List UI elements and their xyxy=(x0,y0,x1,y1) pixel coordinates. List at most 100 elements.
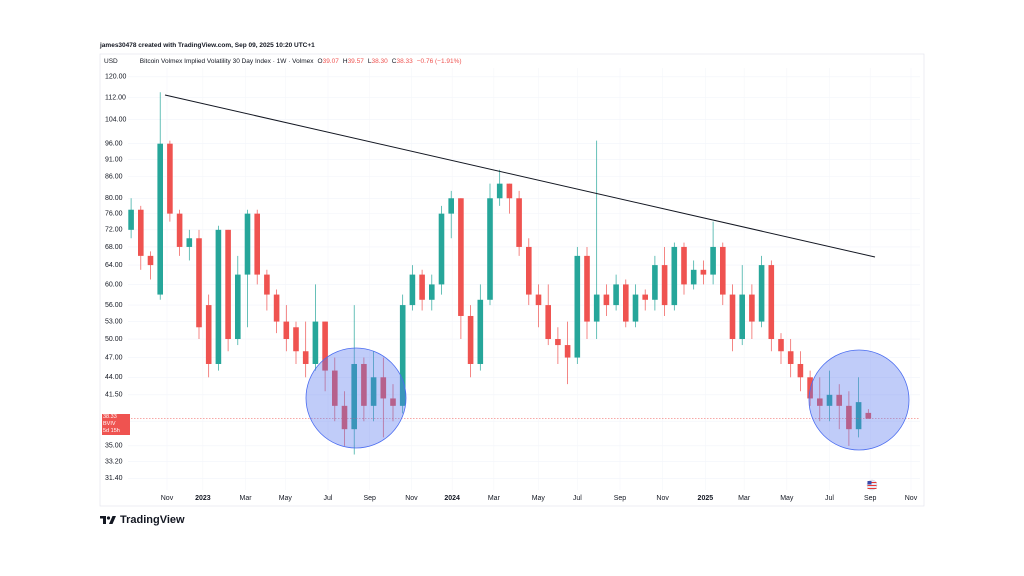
candle-body xyxy=(613,284,619,306)
legend-number: 38.33 xyxy=(396,58,413,65)
y-tick-label: 35.00 xyxy=(105,443,123,450)
candle-body xyxy=(797,363,804,378)
candle-body xyxy=(487,198,493,300)
y-tick-label: 112.00 xyxy=(105,94,126,101)
x-tick-label: Nov xyxy=(905,495,918,502)
x-tick-label: May xyxy=(279,495,293,502)
candle-body xyxy=(846,405,852,430)
candle-body xyxy=(758,265,765,322)
candle-body xyxy=(535,294,542,306)
candle-body xyxy=(865,412,872,419)
legend-key: L xyxy=(367,58,372,65)
candle-body xyxy=(428,284,435,300)
legend-number: 39.07 xyxy=(322,58,339,65)
legend-value: C38.33 xyxy=(392,58,413,65)
legend-number: 39.57 xyxy=(347,58,364,65)
candle-body xyxy=(593,294,600,322)
y-tick-label: 33.20 xyxy=(105,458,123,465)
y-tick-label: 96.00 xyxy=(105,141,123,148)
candle-body xyxy=(700,269,707,275)
legend-value: O39.07 xyxy=(318,58,339,65)
candle-body xyxy=(545,305,551,340)
y-tick-label: 64.00 xyxy=(105,262,123,269)
y-tick-label: 104.00 xyxy=(105,117,127,124)
candle-body xyxy=(234,274,241,340)
candle-body xyxy=(749,294,755,322)
candle-body xyxy=(787,351,794,364)
candle-body xyxy=(186,238,193,247)
candle-body xyxy=(652,265,658,300)
candle-body xyxy=(603,294,610,306)
y-tick-label: 31.40 xyxy=(105,475,123,482)
trend-line xyxy=(164,94,876,258)
candle-body xyxy=(390,398,396,406)
x-tick-label: Nov xyxy=(656,495,669,502)
y-tick-label: 91.00 xyxy=(105,157,123,164)
chart-frame xyxy=(99,53,925,507)
y-tick-label: 120.00 xyxy=(105,74,127,81)
x-tick-label: Jul xyxy=(573,495,582,502)
candle-body xyxy=(739,294,745,340)
candle-body xyxy=(225,229,231,340)
candle-body xyxy=(302,351,309,364)
x-tick-label: May xyxy=(780,495,794,502)
candle-body xyxy=(254,213,260,275)
grid xyxy=(128,68,920,490)
candle-body xyxy=(312,321,319,364)
candle-body xyxy=(205,305,212,364)
candle-body xyxy=(147,255,154,266)
candle-body xyxy=(661,265,668,306)
candle-body xyxy=(855,402,862,430)
y-tick-label: 56.00 xyxy=(105,302,123,309)
y-tick-label: 80.00 xyxy=(105,195,123,202)
logo: TradingView xyxy=(100,514,185,526)
candle-body xyxy=(157,143,163,295)
candle-body xyxy=(467,315,474,364)
x-tick-label: 2025 xyxy=(698,495,714,502)
x-tick-label: Mar xyxy=(488,495,501,502)
x-tick-label: Mar xyxy=(738,495,751,502)
x-tick-label: Nov xyxy=(161,495,174,502)
x-tick-label: Sep xyxy=(363,495,376,502)
x-tick-label: Sep xyxy=(864,495,877,502)
y-tick-label: 68.00 xyxy=(105,244,123,251)
candle-body xyxy=(516,198,522,247)
candle-body xyxy=(361,363,367,406)
candle-body xyxy=(477,299,484,364)
candle-body xyxy=(176,213,183,247)
candle-body xyxy=(351,363,357,430)
legend-value: −0.76 (−1.91%) xyxy=(417,58,462,65)
candle-body xyxy=(690,269,697,285)
candle-body xyxy=(768,265,775,340)
legend-key: H xyxy=(342,58,348,65)
highlight-circle xyxy=(305,347,407,449)
candle-body xyxy=(448,198,454,214)
legend-number: 38.30 xyxy=(371,58,388,65)
candle-body xyxy=(622,284,629,322)
legend-key: O xyxy=(317,58,323,65)
candle-body xyxy=(380,377,387,399)
candle-body xyxy=(555,339,561,346)
candle-body xyxy=(341,405,348,430)
candle-body xyxy=(458,198,464,316)
legend-key: C xyxy=(391,58,397,65)
highlight-circle xyxy=(808,349,910,451)
y-tick-label: 60.00 xyxy=(105,281,123,288)
candle-body xyxy=(137,209,144,256)
candle-body xyxy=(729,294,736,340)
price: 38.33 xyxy=(103,413,117,420)
x-tick-label: Sep xyxy=(614,495,627,502)
candle-body xyxy=(196,238,202,328)
x-tick-label: Jul xyxy=(825,495,834,502)
candle-body xyxy=(438,213,445,285)
y-tick-label: 76.00 xyxy=(105,210,123,217)
legend-value: H39.57 xyxy=(343,58,364,65)
legend: USD Bitcoin Volmex Implied Volatility 30… xyxy=(104,58,462,65)
candle-body xyxy=(419,274,425,300)
price-label: 38.33 BVIV 5d 15h xyxy=(102,413,130,435)
candle-body xyxy=(322,321,328,371)
x-tick-label: May xyxy=(532,495,546,502)
y-tick-label: 41.50 xyxy=(105,392,123,399)
